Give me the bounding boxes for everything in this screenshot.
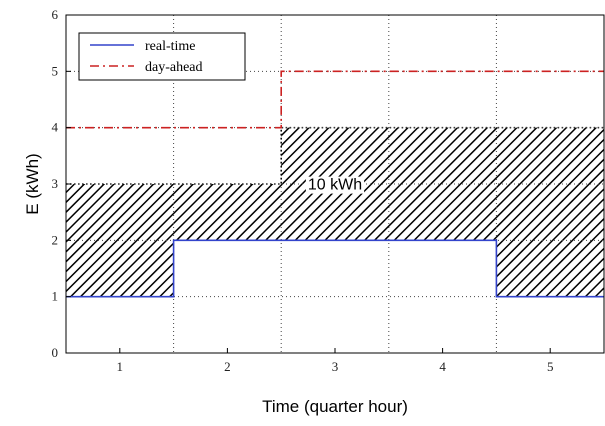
y-tick-label: 6 [52,7,59,22]
annotation-background [305,176,365,194]
hatched-region [66,126,604,297]
axis-ticks: 1 2 3 4 5 0 1 2 3 4 5 6 [52,7,554,374]
y-tick-label: 2 [52,232,59,247]
x-tick-label: 1 [117,359,124,374]
series-line-day-ahead [66,70,604,129]
hatched-area [66,127,604,297]
x-tick-label: 4 [439,359,446,374]
x-tick-label: 5 [547,359,554,374]
y-axis-label: E (kWh) [23,153,42,214]
y-tick-label: 1 [52,289,59,304]
y-tick-label: 4 [52,120,59,135]
x-tick-label: 3 [332,359,339,374]
legend-label-day-ahead: day-ahead [145,60,203,75]
x-axis-label: Time (quarter hour) [262,397,408,416]
series-lines [66,70,604,298]
y-tick-label: 0 [52,345,59,360]
series-line-real-time [66,239,604,298]
legend-box [78,32,246,81]
y-tick-label: 3 [52,176,59,191]
legend: real-time day-ahead [78,32,246,81]
legend-label-real-time: real-time [145,39,196,54]
x-tick-label: 2 [224,359,231,374]
y-tick-label: 5 [52,63,59,78]
area-annotation: 10 kWh [308,177,362,194]
